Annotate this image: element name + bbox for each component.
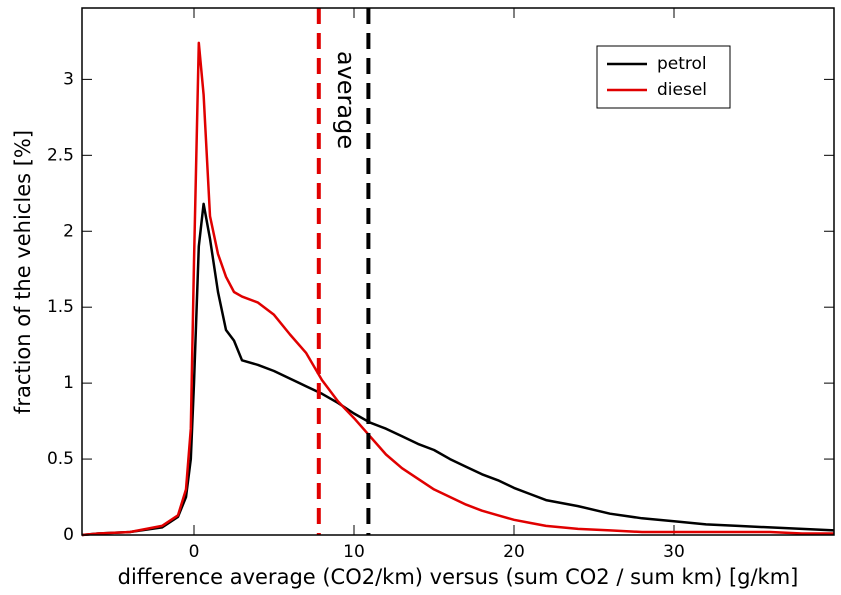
x-tick-label: 20	[503, 542, 525, 562]
x-tick-label: 0	[189, 542, 200, 562]
line	[81, 41, 834, 537]
x-axis-label: difference average (CO2/km) versus (sum …	[118, 565, 799, 589]
annotation: average	[332, 51, 360, 149]
plot-frame	[81, 7, 835, 536]
y-tick-label: 3	[63, 69, 74, 89]
y-tick-label: 1	[63, 373, 74, 393]
y-tick-label: 2.5	[47, 145, 74, 165]
line	[81, 202, 835, 537]
x-tick-label: 30	[663, 542, 685, 562]
x-tick-label: 10	[343, 542, 365, 562]
legend-box	[596, 45, 731, 109]
legend-label: diesel	[657, 80, 707, 100]
y-axis-label: fraction of the vehicles [%]	[11, 130, 35, 414]
y-tick-label: 0	[63, 525, 74, 545]
legend-label: petrol	[657, 54, 707, 74]
y-tick-label: 0.5	[47, 449, 74, 469]
y-tick-label: 2	[63, 221, 74, 241]
y-tick-label: 1.5	[47, 297, 74, 317]
